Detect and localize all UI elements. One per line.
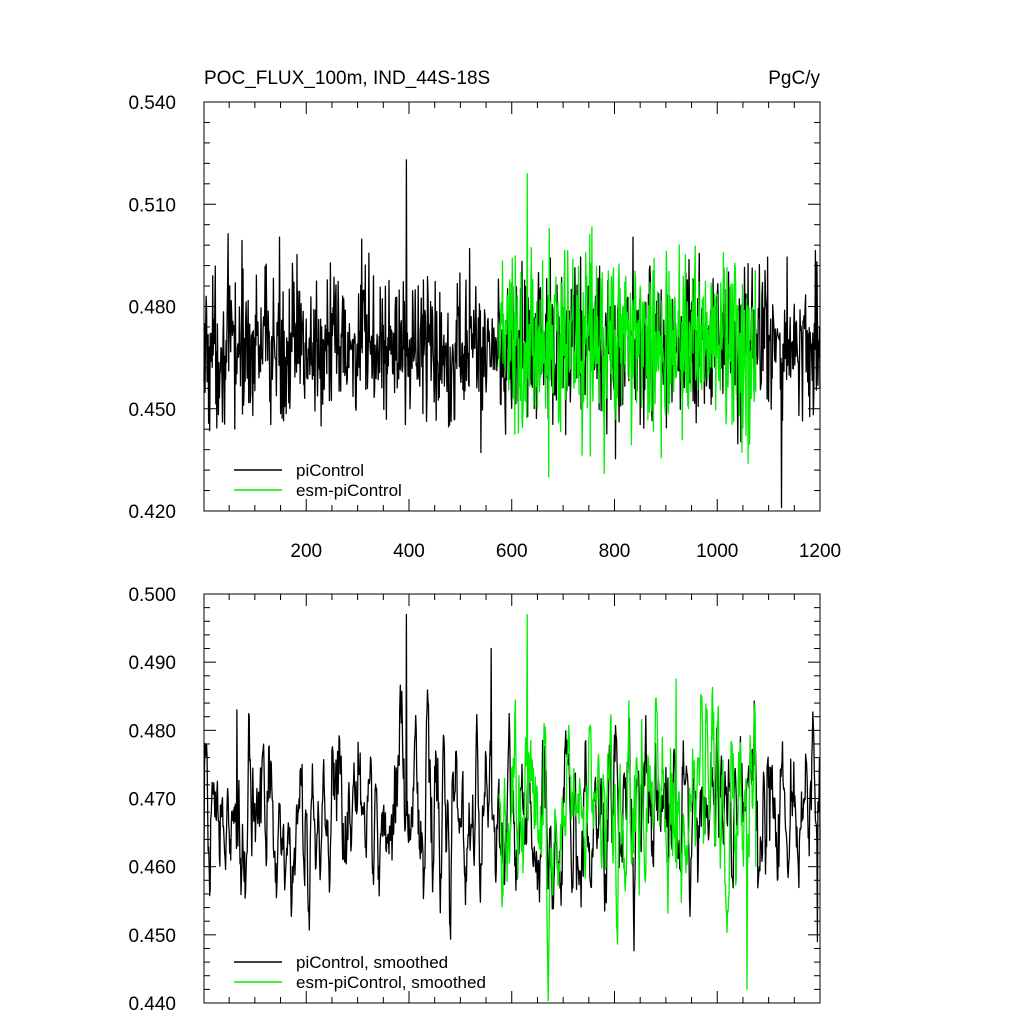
y-tick-label: 0.460 <box>128 858 176 879</box>
y-tick-label: 0.540 <box>128 93 176 114</box>
axis-ticks: 200 400 600 800 1000 1200 0.420 0.450 0.480 0.510… <box>128 93 841 562</box>
legend: piControl esm-piControl <box>234 461 402 500</box>
y-tick-label: 0.480 <box>128 298 176 319</box>
bottom-panel: 0.440 0.450 0.460 0.470 0.480 0.490 0.500 piCo… <box>128 585 821 1015</box>
legend: piControl, smoothed esm-piControl, smoot… <box>234 953 486 992</box>
y-tick-label: 0.480 <box>128 721 176 742</box>
y-tick-label: 0.420 <box>128 502 176 523</box>
y-tick-label: 0.450 <box>128 926 176 947</box>
legend-label: esm-piControl, smoothed <box>296 973 486 992</box>
x-tick-label: 1000 <box>696 541 738 562</box>
series-group <box>203 613 821 1002</box>
x-tick-label: 600 <box>496 541 528 562</box>
axis-ticks: 0.440 0.450 0.460 0.470 0.480 0.490 0.500 <box>128 585 821 1015</box>
series-line-picontrol <box>203 159 821 509</box>
legend-label: piControl <box>296 461 364 480</box>
legend-label: piControl, smoothed <box>296 953 448 972</box>
y-tick-label: 0.470 <box>128 790 176 811</box>
x-tick-label: 1200 <box>799 541 841 562</box>
x-tick-label: 400 <box>393 541 425 562</box>
y-tick-label: 0.500 <box>128 585 176 606</box>
y-tick-label: 0.450 <box>128 400 176 421</box>
y-tick-label: 0.510 <box>128 195 176 216</box>
x-tick-label: 200 <box>290 541 322 562</box>
chart-title: POC_FLUX_100m, IND_44S-18S <box>204 68 490 89</box>
units-label: PgC/y <box>768 68 820 89</box>
y-tick-label: 0.440 <box>128 994 176 1015</box>
series-line-esm-picontrol-smoothed <box>498 613 757 1002</box>
y-tick-label: 0.490 <box>128 653 176 674</box>
series-line-esm-picontrol <box>498 172 757 478</box>
x-tick-label: 800 <box>599 541 631 562</box>
legend-label: esm-piControl <box>296 481 402 500</box>
series-group <box>203 159 821 509</box>
top-panel: POC_FLUX_100m, IND_44S-18S PgC/y 200 400 6… <box>128 68 841 562</box>
